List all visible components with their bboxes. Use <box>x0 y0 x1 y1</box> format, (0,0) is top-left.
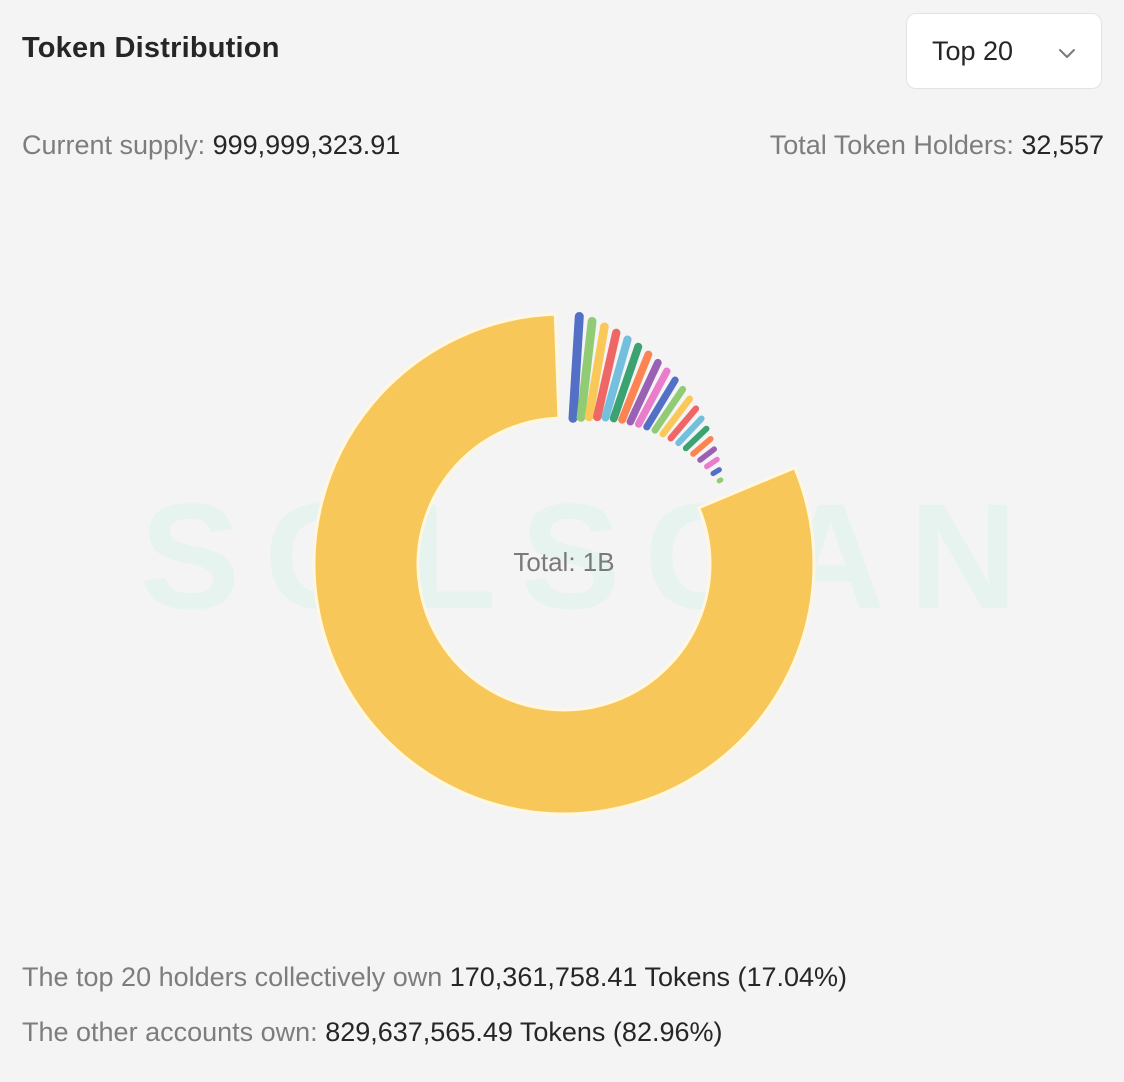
top-holders-summary: The top 20 holders collectively own 170,… <box>22 962 847 993</box>
other-accounts-summary-value: 829,637,565.49 Tokens (82.96%) <box>325 1017 723 1047</box>
holder-slice-19[interactable] <box>710 467 722 477</box>
top-holders-summary-value: 170,361,758.41 Tokens (17.04%) <box>449 962 848 992</box>
other-accounts-summary: The other accounts own: 829,637,565.49 T… <box>22 1017 723 1048</box>
top-holders-select[interactable]: Top 20 <box>906 13 1102 89</box>
holder-slice-8[interactable] <box>626 358 662 426</box>
holder-slice-5[interactable] <box>601 335 632 422</box>
holder-slice-1[interactable] <box>568 311 584 423</box>
select-value: Top 20 <box>932 36 1014 66</box>
holder-slice-15[interactable] <box>682 425 710 452</box>
current-supply-value: 999,999,323.91 <box>212 130 401 160</box>
holder-slice-16[interactable] <box>690 436 714 457</box>
total-holders-value: 32,557 <box>1021 130 1104 160</box>
chevron-down-icon <box>1059 49 1075 58</box>
current-supply-label: Current supply: <box>22 130 206 160</box>
top-holders-summary-label: The top 20 holders collectively own <box>22 962 443 992</box>
holder-slice-7[interactable] <box>618 350 653 424</box>
total-holders-label: Total Token Holders: <box>769 130 1014 160</box>
other-accounts-summary-label: The other accounts own: <box>22 1017 318 1047</box>
holder-slice-12[interactable] <box>659 395 693 438</box>
holder-slice-9[interactable] <box>634 367 671 428</box>
holder-slice-4[interactable] <box>593 328 621 422</box>
page-title: Token Distribution <box>22 32 280 64</box>
holder-slice-17[interactable] <box>697 446 718 463</box>
total-holders: Total Token Holders: 32,557 <box>770 130 1104 161</box>
holder-slice-18[interactable] <box>704 456 720 470</box>
holder-slice-6[interactable] <box>609 342 643 423</box>
holder-slice-2[interactable] <box>576 316 597 422</box>
holder-slice-11[interactable] <box>651 385 687 434</box>
token-distribution-chart: Total: 1B <box>0 170 1124 930</box>
other-accounts-slice[interactable] <box>312 312 816 816</box>
donut-chart: Total: 1B <box>312 311 816 816</box>
holder-slice-3[interactable] <box>584 322 609 422</box>
holder-slice-20[interactable] <box>716 477 724 484</box>
holder-slice-10[interactable] <box>643 376 679 431</box>
current-supply: Current supply: 999,999,323.91 <box>22 130 400 161</box>
holder-slice-13[interactable] <box>667 405 700 442</box>
solscan-watermark: SOLSCAN <box>140 472 1042 640</box>
holder-slice-14[interactable] <box>675 415 705 447</box>
chart-center-label: Total: 1B <box>513 547 614 577</box>
